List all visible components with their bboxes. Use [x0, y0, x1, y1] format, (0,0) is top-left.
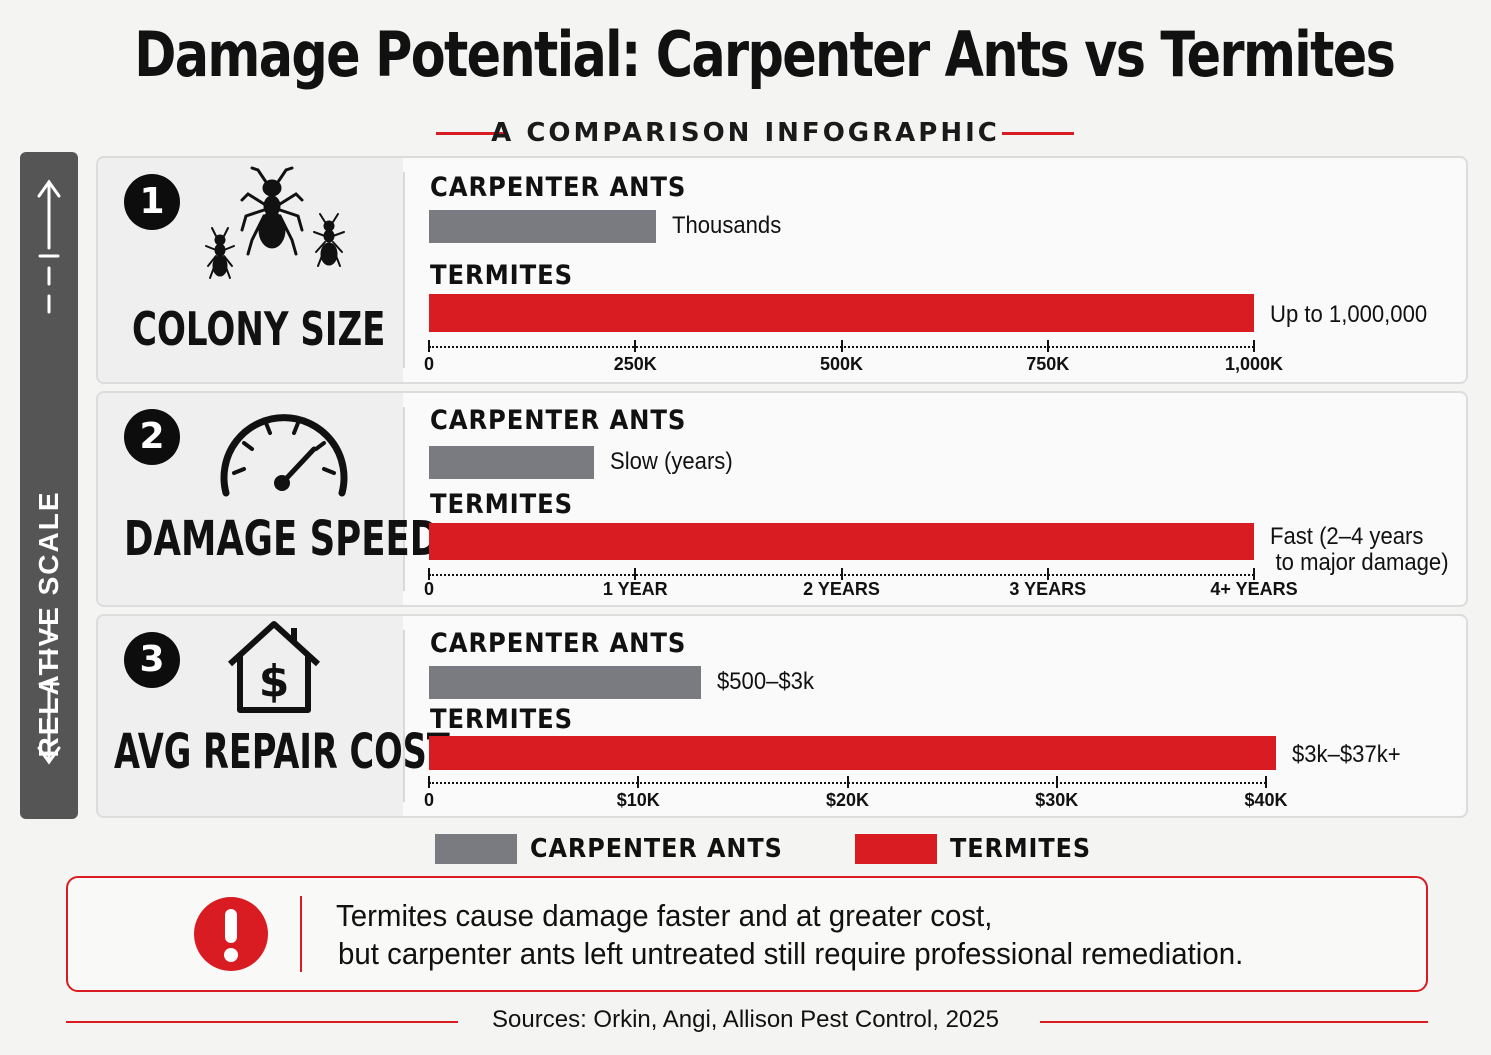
x-axis-tick-label: 500K	[819, 354, 864, 374]
x-axis-tick	[1046, 568, 1049, 580]
panel-number: 1	[124, 174, 180, 230]
category-label: COLONY SIZE	[132, 302, 386, 356]
exclamation-icon	[194, 897, 268, 971]
house-dollar-icon: $	[227, 621, 321, 713]
relative-scale-bar: RELATIVE SCALE	[20, 152, 78, 819]
x-axis-tick-label: 0	[423, 579, 435, 599]
x-axis-tick	[1046, 340, 1049, 352]
termites-value-line1: Fast (2–4 years	[1270, 523, 1424, 550]
ants-value-label: Thousands	[671, 212, 782, 239]
x-axis-tick	[1265, 776, 1267, 788]
ants-series-label: CARPENTER ANTS	[430, 172, 687, 203]
legend-label-ants: CARPENTER ANTS	[530, 834, 783, 864]
x-axis-tick	[428, 340, 430, 352]
x-axis-tick	[634, 568, 637, 580]
svg-text:$: $	[259, 656, 290, 707]
ants-series-label: CARPENTER ANTS	[430, 405, 687, 436]
page-title: Damage Potential: Carpenter Ants vs Term…	[134, 18, 1396, 91]
x-axis-tick-label: 3 YEARS	[1009, 579, 1087, 599]
bar-ants	[429, 210, 656, 243]
ants-value-label: Slow (years)	[610, 448, 733, 475]
panel-avg-repair-cost: 3 $ AVG REPAIR COST CARPENTER ANTS $500–…	[96, 614, 1468, 818]
ants-value-label: $500–$3k	[717, 668, 815, 695]
termites-series-label: TERMITES	[430, 489, 573, 520]
callout-note: Termites cause damage faster and at grea…	[66, 876, 1428, 992]
x-axis-tick-label: 0	[423, 790, 435, 810]
x-axis-tick-label: 250K	[613, 354, 657, 374]
x-axis-tick-label: $20K	[825, 790, 870, 810]
panel-damage-speed: 2 DAMAGE SPEED CARPENTER ANTS Slow (year…	[96, 391, 1468, 607]
relative-scale-label: RELATIVE SCALE	[33, 490, 64, 758]
x-axis-tick	[846, 776, 849, 788]
bar-termites	[429, 523, 1254, 560]
subtitle: A COMPARISON INFOGRAPHIC	[491, 118, 1000, 148]
speedometer-icon	[220, 414, 348, 497]
x-axis-tick	[637, 776, 640, 788]
x-axis-tick-label: 1,000K	[1224, 354, 1284, 374]
termites-value-label: Up to 1,000,000	[1270, 301, 1428, 328]
panel-number: 3	[124, 632, 180, 688]
x-axis-tick	[840, 568, 843, 580]
scale-arrows-icon	[37, 179, 61, 765]
category-label: DAMAGE SPEED	[124, 511, 440, 567]
category-label: AVG REPAIR COST	[114, 724, 450, 780]
ants-series-label: CARPENTER ANTS	[430, 628, 687, 659]
bar-termites	[429, 294, 1254, 332]
x-axis-tick	[634, 340, 637, 352]
x-axis-tick	[1055, 776, 1058, 788]
termites-series-label: TERMITES	[430, 260, 573, 291]
subtitle-rule-right	[1002, 132, 1074, 135]
x-axis-tick-label: $30K	[1035, 790, 1079, 810]
panel-colony-size: 1 COLONY SI	[96, 156, 1468, 384]
bar-termites	[429, 736, 1277, 770]
legend-swatch-ants	[435, 834, 517, 864]
legend-label-termites: TERMITES	[950, 834, 1092, 864]
termites-value-label: $3k–$37k+	[1292, 741, 1402, 768]
x-axis-tick-label: 0	[423, 354, 435, 374]
x-axis-tick	[428, 776, 430, 788]
bar-ants	[429, 446, 594, 479]
x-axis-tick-label: 4+ YEARS	[1210, 579, 1298, 599]
subtitle-rule-left	[436, 132, 508, 135]
note-line-1: Termites cause damage faster and at grea…	[336, 898, 993, 933]
legend-swatch-termites	[855, 834, 937, 864]
panel-number: 2	[124, 409, 180, 465]
ants-icon	[205, 166, 345, 279]
sources-rule-right	[1040, 1021, 1428, 1023]
x-axis-tick	[840, 340, 843, 352]
x-axis-tick	[1253, 568, 1255, 580]
x-axis-tick-label: 750K	[1026, 354, 1070, 374]
subtitle-row: A COMPARISON INFOGRAPHIC	[0, 116, 1491, 152]
x-axis-tick-label: 2 YEARS	[803, 579, 880, 599]
sources-rule-left	[66, 1021, 458, 1023]
x-axis-tick-label: 1 YEAR	[602, 579, 668, 599]
termites-value-line2: to major damage)	[1275, 549, 1449, 577]
termites-value-label: Fast (2–4 years to major damage)	[1270, 523, 1449, 577]
note-line-2: but carpenter ants left untreated still …	[338, 936, 1244, 971]
x-axis-tick	[1253, 340, 1255, 352]
x-axis-tick-label: $40K	[1244, 790, 1288, 810]
bar-ants	[429, 666, 702, 699]
x-axis-tick-label: $10K	[616, 790, 660, 810]
x-axis-tick	[428, 568, 430, 580]
sources-text: Sources: Orkin, Angi, Allison Pest Contr…	[492, 1006, 999, 1033]
termites-series-label: TERMITES	[430, 704, 573, 735]
